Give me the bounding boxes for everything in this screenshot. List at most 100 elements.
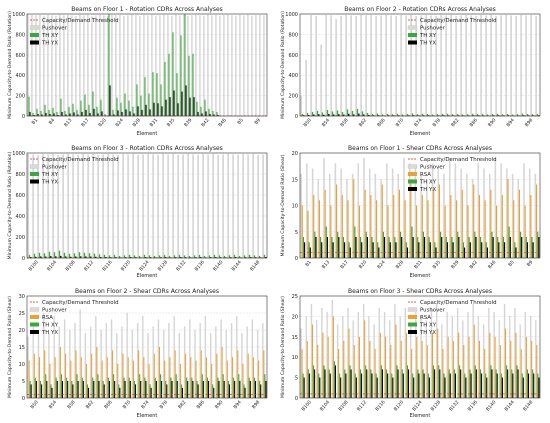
pushover-bar xyxy=(230,323,233,399)
thxy-bar xyxy=(148,93,150,116)
x-tick-label: B144 xyxy=(231,259,243,272)
pushover-bar xyxy=(535,320,537,399)
rsa-bar xyxy=(473,324,475,398)
thxy-bar xyxy=(360,237,362,258)
plot-frame xyxy=(26,13,268,117)
thyx-bar xyxy=(538,377,540,398)
pushover-bar xyxy=(192,154,194,259)
thxy-bar xyxy=(323,365,325,398)
thxy-bar xyxy=(471,113,474,116)
pushover-bar xyxy=(255,15,257,117)
pushover-bar xyxy=(495,15,497,117)
thxy-bar xyxy=(400,231,402,258)
pushover-bar xyxy=(37,329,40,399)
thxy-bar xyxy=(391,373,393,398)
pushover-bar xyxy=(530,14,532,117)
pushover-bar xyxy=(485,15,487,117)
rsa-bar xyxy=(301,205,303,258)
thyx-bar xyxy=(120,257,122,258)
thxy-bar xyxy=(38,252,41,258)
pushover-bar xyxy=(212,153,214,259)
thyx-bar xyxy=(453,115,455,116)
thxy-bar xyxy=(417,237,419,258)
rsa-bar xyxy=(75,350,77,398)
thxy-bar xyxy=(436,114,439,116)
y-tick-label: 600 xyxy=(15,53,25,59)
thxy-bar xyxy=(228,255,231,258)
pushover-bar xyxy=(99,14,101,117)
pushover-bar xyxy=(400,14,402,117)
pushover-bar xyxy=(368,316,370,399)
thyx-bar xyxy=(145,104,147,116)
rsa-bar xyxy=(347,200,349,258)
thyx-bar xyxy=(145,381,147,398)
thyx-bar xyxy=(533,115,535,116)
x-tick-label: B17 xyxy=(80,117,90,128)
rsa-bar xyxy=(117,364,119,398)
thxy-bar xyxy=(76,109,78,116)
pushover-bar xyxy=(488,308,490,399)
pushover-bar xyxy=(183,326,186,399)
thxy-bar xyxy=(422,369,424,398)
thyx-bar xyxy=(392,377,394,398)
thxy-bar xyxy=(201,374,203,398)
x-tick-label: B46 xyxy=(487,259,497,270)
thyx-bar xyxy=(315,237,317,258)
thyx-bar xyxy=(161,381,163,398)
pushover-bar xyxy=(399,316,401,399)
rsa-bar xyxy=(456,200,458,258)
thyx-bar xyxy=(429,242,431,258)
pushover-bar xyxy=(235,15,237,117)
rsa-bar xyxy=(174,350,176,398)
thyx-bar xyxy=(69,113,71,116)
rsa-bar xyxy=(185,353,187,398)
plot-frame xyxy=(299,13,541,117)
thxy-bar xyxy=(98,254,101,258)
thyx-bar xyxy=(308,373,310,398)
thyx-bar xyxy=(260,257,262,258)
pushover-bar xyxy=(53,316,55,399)
pushover-bar xyxy=(378,308,380,399)
thxy-bar xyxy=(222,374,224,398)
thyx-bar xyxy=(185,257,187,258)
thyx-bar xyxy=(521,237,523,258)
panel-title: Beams on Floor 2 - Shear CDRs Across Ana… xyxy=(75,288,219,295)
x-tick-label: B31 xyxy=(149,117,159,128)
thxy-bar xyxy=(163,254,166,258)
x-tick-label: B104 xyxy=(46,259,58,272)
pushover-bar xyxy=(194,329,196,399)
pushover-bar xyxy=(342,316,344,399)
thxy-bar xyxy=(152,72,154,116)
thxy-bar xyxy=(514,242,516,258)
pushover-bar xyxy=(467,312,469,399)
thxy-bar xyxy=(107,377,109,398)
thyx-bar xyxy=(129,111,131,116)
rsa-bar xyxy=(195,360,197,398)
thyx-bar xyxy=(197,111,199,116)
thxy-bar xyxy=(411,226,413,258)
pushover-bar xyxy=(331,299,333,399)
pushover-bar xyxy=(77,155,79,259)
y-tick-label: 200 xyxy=(15,94,25,100)
thyx-bar xyxy=(402,373,404,398)
thxy-bar xyxy=(481,114,484,116)
thyx-bar xyxy=(125,109,127,116)
thxy-bar xyxy=(531,237,533,258)
thyx-bar xyxy=(95,256,97,258)
rsa-bar xyxy=(524,205,526,258)
rsa-bar xyxy=(411,349,413,398)
thxy-bar xyxy=(380,365,382,398)
thyx-bar xyxy=(169,97,171,116)
thyx-bar xyxy=(100,256,102,258)
pushover-bar xyxy=(310,304,313,399)
y-tick-label: 25 xyxy=(19,311,25,317)
x-tick-label: B132 xyxy=(175,259,187,272)
thyx-bar xyxy=(187,381,189,398)
pushover-bar xyxy=(357,312,360,399)
rsa-bar xyxy=(398,189,400,258)
pushover-bar xyxy=(117,155,119,259)
thxy-bar xyxy=(78,252,81,258)
pushover-bar xyxy=(375,15,377,117)
x-tick-label: B148 xyxy=(522,399,534,412)
thyx-bar xyxy=(133,113,135,116)
